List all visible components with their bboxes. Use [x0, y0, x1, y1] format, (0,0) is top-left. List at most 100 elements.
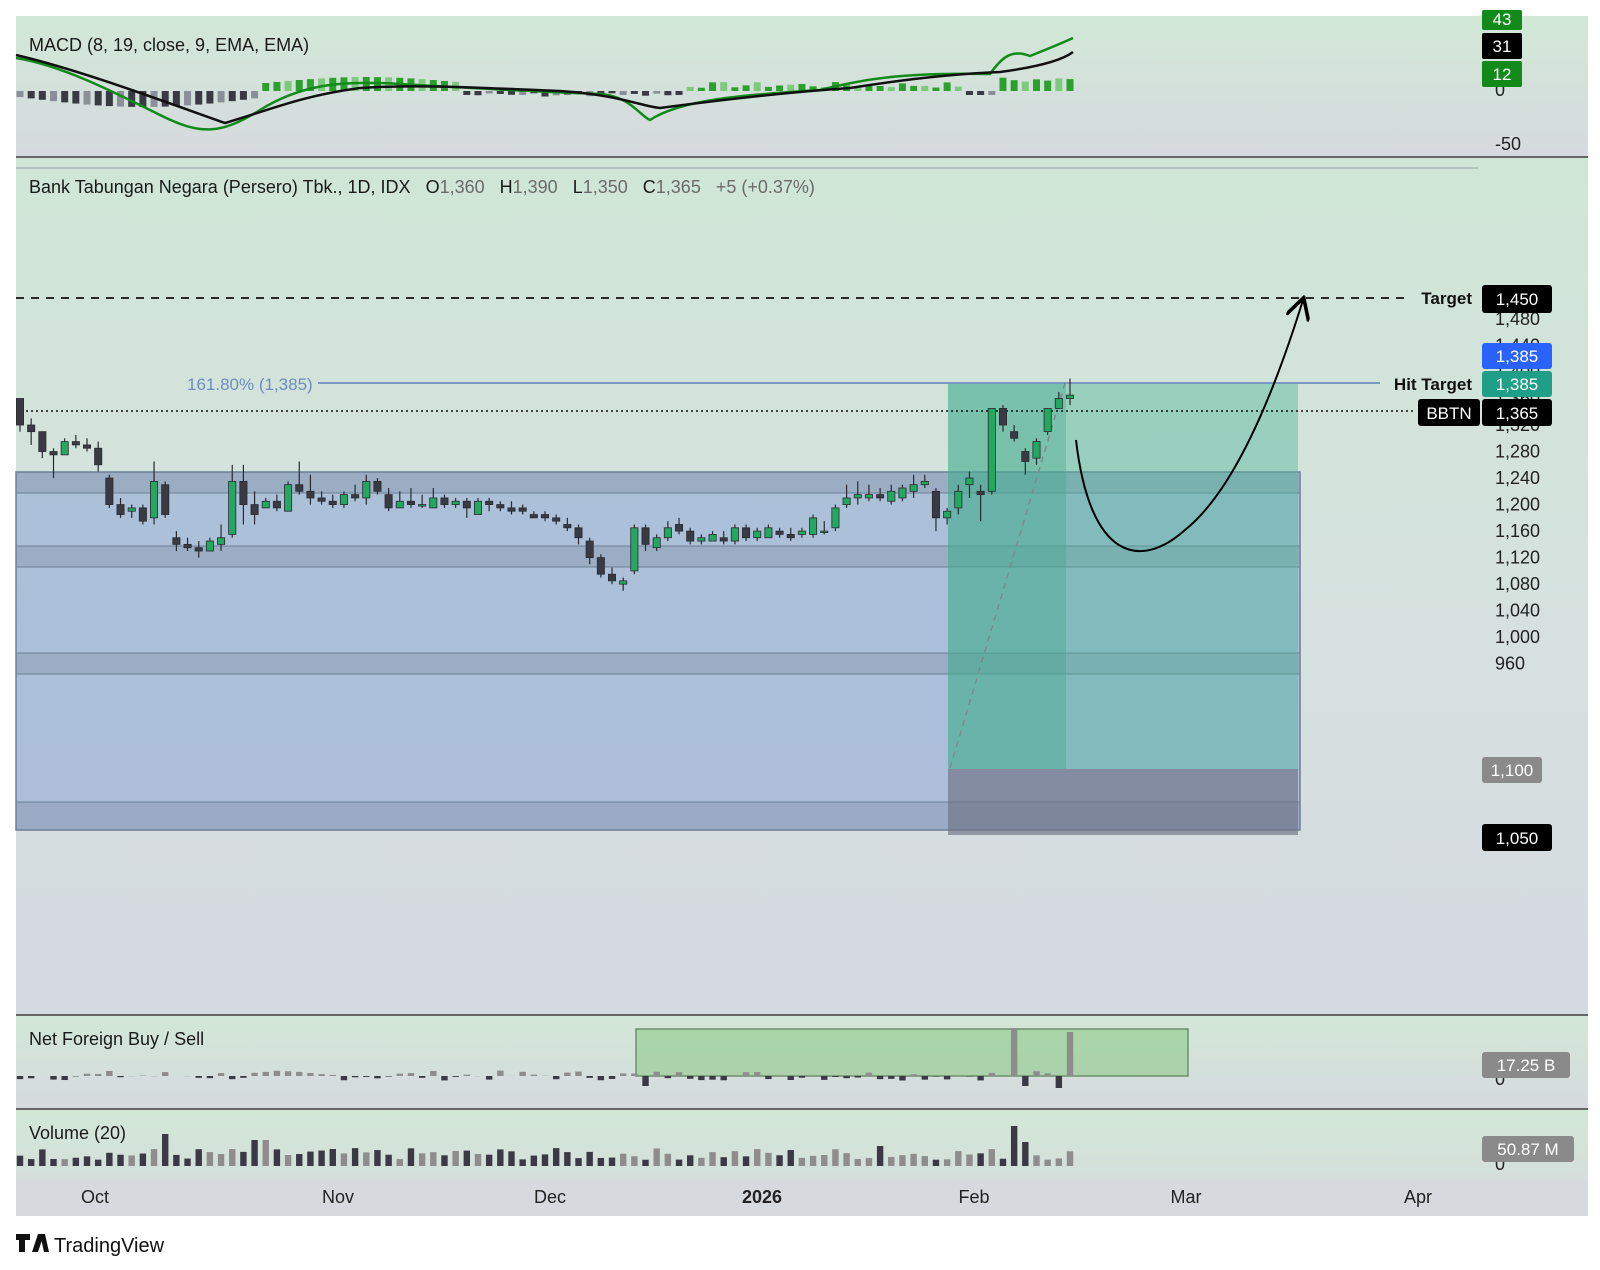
- candle[interactable]: [742, 527, 751, 539]
- price-axis[interactable]: 1,5201,4801,4401,4001,3601,3201,2801,240…: [1495, 282, 1540, 673]
- candle[interactable]: [529, 514, 538, 519]
- candle[interactable]: [652, 537, 661, 549]
- long-position-tool[interactable]: [948, 379, 1298, 835]
- candle[interactable]: [83, 444, 92, 449]
- candle[interactable]: [663, 527, 672, 539]
- candle[interactable]: [853, 494, 862, 499]
- candle[interactable]: [585, 540, 594, 559]
- candle[interactable]: [1032, 441, 1041, 459]
- candle[interactable]: [440, 497, 449, 505]
- candle[interactable]: [38, 431, 47, 452]
- stop-zone[interactable]: [948, 769, 1298, 835]
- candle[interactable]: [194, 547, 203, 552]
- candle[interactable]: [965, 477, 974, 486]
- candle[interactable]: [205, 540, 214, 552]
- candle[interactable]: [317, 497, 326, 502]
- candle[interactable]: [775, 530, 784, 535]
- candle[interactable]: [284, 484, 293, 512]
- candle[interactable]: [909, 484, 918, 492]
- candle[interactable]: [150, 480, 159, 519]
- candle[interactable]: [920, 480, 929, 486]
- candle[interactable]: [105, 477, 114, 505]
- candle[interactable]: [384, 494, 393, 509]
- candle[interactable]: [473, 500, 482, 515]
- candle[interactable]: [630, 527, 639, 572]
- profit-zone[interactable]: [948, 384, 1298, 769]
- candle[interactable]: [496, 504, 505, 509]
- candle[interactable]: [429, 497, 438, 509]
- candle[interactable]: [898, 487, 907, 499]
- candle[interactable]: [831, 507, 840, 529]
- candle[interactable]: [172, 537, 181, 545]
- candle[interactable]: [272, 500, 281, 509]
- candle[interactable]: [842, 497, 851, 505]
- candle[interactable]: [239, 480, 248, 505]
- candle[interactable]: [764, 527, 773, 539]
- candle[interactable]: [362, 480, 371, 499]
- candle[interactable]: [998, 408, 1007, 426]
- candle[interactable]: [976, 490, 985, 496]
- candle[interactable]: [71, 441, 80, 446]
- candle[interactable]: [161, 484, 170, 515]
- candle[interactable]: [675, 524, 684, 532]
- candle[interactable]: [1054, 398, 1063, 409]
- candle[interactable]: [931, 490, 940, 519]
- candle[interactable]: [462, 500, 471, 509]
- candle[interactable]: [596, 557, 605, 575]
- candle[interactable]: [686, 530, 695, 542]
- candle[interactable]: [809, 517, 818, 535]
- candle[interactable]: [451, 500, 460, 505]
- candle[interactable]: [1010, 431, 1019, 439]
- candle[interactable]: [876, 494, 885, 499]
- candle[interactable]: [116, 504, 125, 515]
- candle[interactable]: [518, 507, 527, 512]
- candle[interactable]: [27, 424, 36, 433]
- candle[interactable]: [15, 398, 24, 426]
- candle[interactable]: [138, 507, 147, 522]
- candle[interactable]: [619, 580, 628, 585]
- time-axis[interactable]: [16, 1180, 1588, 1216]
- candle[interactable]: [418, 504, 427, 507]
- candle[interactable]: [541, 514, 550, 519]
- candle[interactable]: [641, 527, 650, 545]
- candle[interactable]: [60, 441, 69, 456]
- candle[interactable]: [563, 524, 572, 529]
- candle[interactable]: [797, 530, 806, 535]
- candle[interactable]: [943, 510, 952, 519]
- candle[interactable]: [94, 447, 103, 466]
- candle[interactable]: [1043, 408, 1052, 433]
- candle[interactable]: [552, 517, 561, 522]
- candle[interactable]: [373, 480, 382, 492]
- candle[interactable]: [127, 507, 136, 512]
- candle[interactable]: [820, 530, 829, 534]
- foreign-highlight-box[interactable]: [635, 1028, 1189, 1077]
- candle[interactable]: [295, 484, 304, 492]
- candle[interactable]: [1021, 451, 1030, 462]
- candle[interactable]: [574, 527, 583, 539]
- candle[interactable]: [228, 480, 237, 535]
- candle[interactable]: [987, 408, 996, 492]
- candle[interactable]: [351, 494, 360, 499]
- candle[interactable]: [49, 451, 58, 456]
- candle[interactable]: [507, 507, 516, 512]
- candle[interactable]: [406, 500, 415, 505]
- candle[interactable]: [250, 504, 259, 515]
- candle[interactable]: [261, 500, 270, 509]
- signal-line[interactable]: [15, 50, 1074, 125]
- candle[interactable]: [786, 534, 795, 539]
- candle[interactable]: [328, 500, 337, 505]
- candle[interactable]: [753, 530, 762, 539]
- candle[interactable]: [1066, 394, 1075, 399]
- candle[interactable]: [306, 490, 315, 499]
- candle[interactable]: [719, 537, 728, 542]
- macd-line[interactable]: [15, 36, 1074, 131]
- candle[interactable]: [864, 494, 873, 499]
- candle[interactable]: [339, 494, 348, 505]
- tradingview-logo[interactable]: TradingView: [16, 1234, 165, 1257]
- candle[interactable]: [608, 573, 617, 582]
- candle[interactable]: [183, 543, 192, 549]
- candle[interactable]: [887, 490, 896, 502]
- candle[interactable]: [954, 490, 963, 509]
- resistance-zone[interactable]: [15, 471, 1301, 494]
